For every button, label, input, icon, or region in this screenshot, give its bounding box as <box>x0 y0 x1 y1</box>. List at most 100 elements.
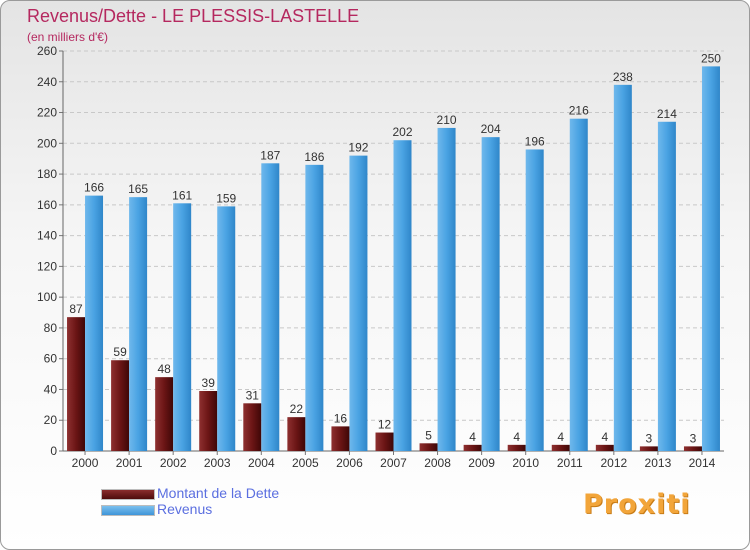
data-label: 12 <box>378 418 392 432</box>
bar-revenus <box>305 164 324 451</box>
bar-revenus <box>437 127 456 451</box>
y-tick-label: 200 <box>37 136 57 150</box>
y-tick-label: 100 <box>37 290 57 304</box>
bar-revenus <box>349 155 368 451</box>
y-tick-label: 240 <box>37 75 57 89</box>
data-label: 59 <box>113 345 127 359</box>
y-tick-label: 0 <box>50 444 57 458</box>
y-tick-label: 120 <box>37 259 57 273</box>
x-tick-label: 2001 <box>116 456 143 470</box>
x-tick-label: 2002 <box>160 456 187 470</box>
data-label: 22 <box>290 402 304 416</box>
bar-dette <box>507 444 526 451</box>
y-tick-label: 260 <box>37 44 57 58</box>
data-label: 48 <box>157 362 171 376</box>
x-tick-label: 2004 <box>248 456 275 470</box>
x-tick-label: 2005 <box>292 456 319 470</box>
bar-dette <box>375 432 394 451</box>
data-label: 165 <box>128 182 148 196</box>
x-tick-label: 2006 <box>336 456 363 470</box>
data-label: 4 <box>557 430 564 444</box>
data-label: 4 <box>513 430 520 444</box>
x-tick-label: 2011 <box>557 456 583 470</box>
bar-revenus <box>393 140 412 451</box>
data-label: 214 <box>657 107 677 121</box>
bar-revenus <box>613 84 632 451</box>
bar-revenus <box>85 195 104 451</box>
y-tick-label: 20 <box>44 413 58 427</box>
bar-revenus <box>217 206 236 451</box>
bar-revenus <box>261 163 280 452</box>
bar-dette <box>243 403 262 451</box>
bar-dette <box>551 444 570 451</box>
data-label: 187 <box>260 148 280 162</box>
data-labels: 87 166 59 165 48 161 39 159 31 187 22 186 16 192 12 202… <box>69 51 721 445</box>
legend-label-dette: Montant de la Dette <box>157 485 280 501</box>
data-label: 39 <box>202 376 216 390</box>
x-tick-label: 2007 <box>380 456 407 470</box>
bar-revenus <box>525 149 544 451</box>
chart-subtitle: (en milliers d'€) <box>27 30 108 44</box>
data-label: 210 <box>437 113 457 127</box>
data-label: 250 <box>701 51 721 65</box>
bar-revenus <box>173 203 192 451</box>
data-label: 166 <box>84 181 104 195</box>
x-tick-label: 2000 <box>72 456 99 470</box>
data-label: 5 <box>425 428 432 442</box>
x-tick-label: 2013 <box>645 456 672 470</box>
chart-title: Revenus/Dette - LE PLESSIS-LASTELLE <box>27 6 360 26</box>
bars <box>67 66 720 452</box>
data-label: 216 <box>569 104 589 118</box>
bar-dette <box>683 446 702 451</box>
y-tick-label: 40 <box>44 382 58 396</box>
data-label: 202 <box>392 125 412 139</box>
y-tick-label: 160 <box>37 198 57 212</box>
bar-revenus <box>657 121 676 452</box>
bar-dette <box>67 317 86 451</box>
bar-revenus <box>129 197 148 451</box>
bar-revenus <box>481 137 500 451</box>
x-tick-label: 2010 <box>512 456 539 470</box>
x-tick-label: 2009 <box>468 456 495 470</box>
data-label: 161 <box>172 188 192 202</box>
legend-label-revenus: Revenus <box>157 501 213 517</box>
bar-dette <box>111 360 130 451</box>
data-label: 196 <box>525 134 545 148</box>
bar-dette <box>331 426 350 451</box>
bar-dette <box>463 444 482 451</box>
data-label: 3 <box>690 431 697 445</box>
bar-dette <box>287 417 306 451</box>
y-tick-label: 220 <box>37 106 57 120</box>
legend-swatch-revenus <box>101 505 155 516</box>
y-tick-label: 140 <box>37 229 57 243</box>
bar-revenus <box>701 66 720 451</box>
proxiti-logo[interactable]: Proxiti <box>583 489 691 520</box>
bar-dette <box>419 443 438 451</box>
data-label: 159 <box>216 191 236 205</box>
bar-revenus <box>569 118 588 451</box>
bar-dette <box>155 377 174 451</box>
data-label: 186 <box>304 150 324 164</box>
data-label: 31 <box>246 388 260 402</box>
data-label: 3 <box>646 431 653 445</box>
x-tick-label: 2003 <box>204 456 231 470</box>
data-label: 204 <box>481 122 501 136</box>
bar-dette <box>639 446 658 451</box>
x-tick-label: 2014 <box>689 456 716 470</box>
bar-dette <box>199 391 218 451</box>
bar-dette <box>595 444 614 451</box>
data-label: 4 <box>601 430 608 444</box>
y-tick-label: 180 <box>37 167 57 181</box>
data-label: 16 <box>334 411 348 425</box>
x-tick-label: 2012 <box>600 456 627 470</box>
legend-swatch-dette <box>101 489 155 500</box>
x-tick-label: 2008 <box>424 456 451 470</box>
data-label: 238 <box>613 70 633 84</box>
y-tick-label: 80 <box>44 321 58 335</box>
data-label: 192 <box>348 141 368 155</box>
data-label: 87 <box>69 302 83 316</box>
data-label: 4 <box>469 430 476 444</box>
y-tick-label: 60 <box>44 352 58 366</box>
